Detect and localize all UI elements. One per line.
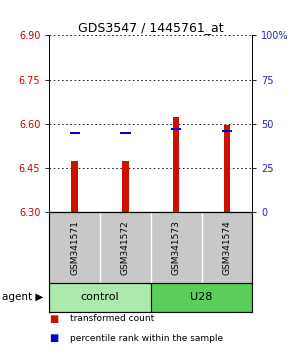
Text: GSM341571: GSM341571 <box>70 220 79 275</box>
Bar <box>49 283 151 312</box>
Text: ■: ■ <box>49 314 59 324</box>
Bar <box>71 161 78 212</box>
Text: percentile rank within the sample: percentile rank within the sample <box>70 333 223 343</box>
Bar <box>122 161 129 212</box>
Bar <box>120 132 130 134</box>
Text: agent ▶: agent ▶ <box>2 292 44 302</box>
Text: transformed count: transformed count <box>70 314 154 323</box>
Text: ■: ■ <box>49 333 59 343</box>
Title: GDS3547 / 1445761_at: GDS3547 / 1445761_at <box>78 21 224 34</box>
Bar <box>224 125 230 212</box>
Bar <box>222 130 232 132</box>
Bar <box>70 132 80 134</box>
Text: GSM341574: GSM341574 <box>222 221 231 275</box>
Bar <box>151 283 252 312</box>
Text: GSM341573: GSM341573 <box>172 220 181 275</box>
Bar <box>173 116 180 212</box>
Text: control: control <box>81 292 119 302</box>
Text: U28: U28 <box>190 292 213 302</box>
Bar <box>171 128 181 130</box>
Text: GSM341572: GSM341572 <box>121 221 130 275</box>
